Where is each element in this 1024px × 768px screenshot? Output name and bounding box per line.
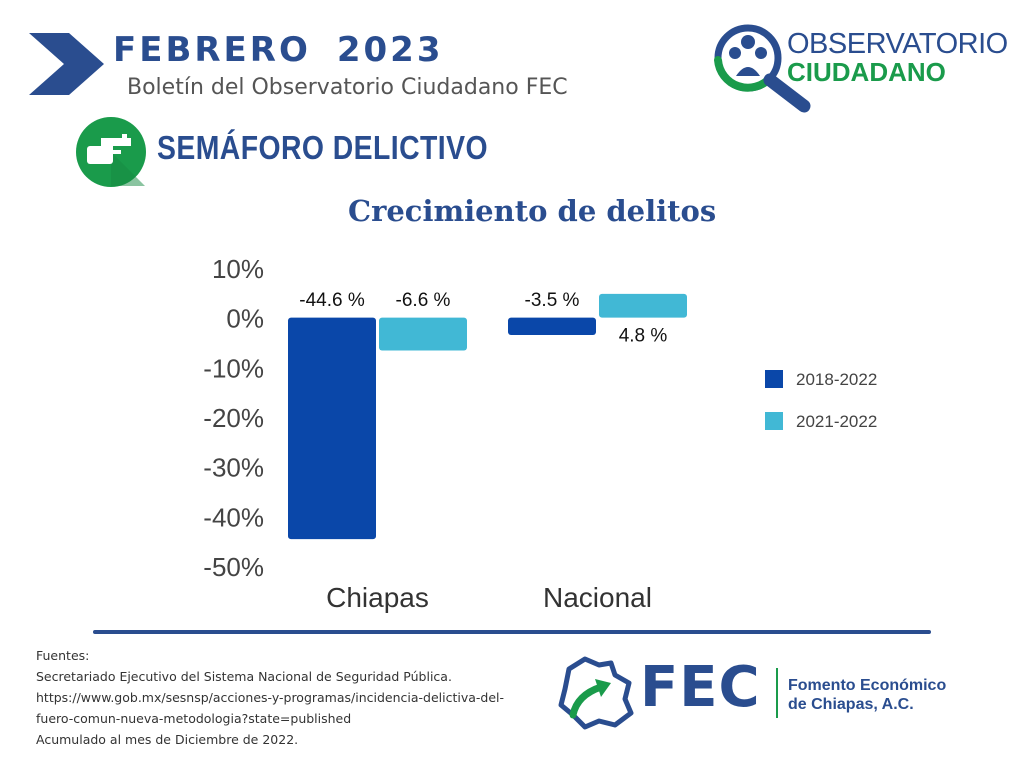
y-tick-label: -30% — [203, 453, 264, 483]
legend-swatch — [765, 412, 783, 430]
y-tick-label: 0% — [226, 304, 264, 334]
chiapas-map-icon — [558, 656, 634, 730]
bulletin-month: FEBRERO — [113, 30, 311, 70]
source-line: Acumulado al mes de Diciembre de 2022. — [36, 732, 299, 747]
data-label: -44.6 % — [299, 290, 365, 311]
sources-block: Fuentes: Secretariado Ejecutivo del Sist… — [36, 645, 556, 750]
section-title: SEMÁFORO DELICTIVO — [157, 129, 488, 166]
y-tick-label: -10% — [203, 353, 264, 383]
bar — [599, 293, 687, 318]
category-label: Nacional — [543, 582, 652, 613]
hand-gun-icon — [76, 117, 146, 187]
bulletin-subtitle: Boletín del Observatorio Ciudadano FEC — [127, 75, 568, 100]
bulletin-year: 2023 — [336, 30, 444, 70]
bulletin-title: FEBRERO 2023 — [113, 30, 444, 70]
legend-swatch — [765, 370, 783, 388]
y-tick-label: -20% — [203, 403, 264, 433]
bar — [379, 317, 467, 351]
sources-label: Fuentes: — [36, 648, 90, 663]
source-line: Secretariado Ejecutivo del Sistema Nacio… — [36, 669, 452, 684]
data-label: 4.8 % — [619, 326, 668, 347]
observatorio-logo-icon — [714, 24, 811, 113]
legend-label: 2021-2022 — [796, 412, 877, 431]
bar — [288, 317, 376, 540]
fec-name-line2: de Chiapas, A.C. — [788, 696, 914, 713]
source-line: fuero-comun-nueva-metodologia?state=publ… — [36, 711, 352, 726]
y-tick-label: -40% — [203, 502, 264, 532]
fec-full-name: Fomento Económico de Chiapas, A.C. — [788, 676, 946, 714]
observatorio-logo-line2: CIUDADANO — [787, 57, 946, 87]
fec-acronym: FEC — [640, 655, 761, 720]
source-line: https://www.gob.mx/sesnsp/acciones-y-pro… — [36, 690, 505, 705]
y-tick-label: 10% — [212, 254, 264, 284]
chart-title: Crecimiento de delitos — [348, 194, 717, 228]
data-label: -6.6 % — [396, 290, 451, 311]
divider-line — [93, 630, 931, 634]
chevron-arrow-icon — [29, 33, 104, 95]
bar — [508, 317, 596, 336]
observatorio-logo-line1: OBSERVATORIO — [787, 28, 1008, 60]
category-label: Chiapas — [326, 582, 429, 613]
fec-name-line1: Fomento Económico — [788, 677, 947, 694]
y-tick-label: -50% — [203, 552, 264, 582]
fec-separator — [776, 668, 778, 718]
legend-label: 2018-2022 — [796, 370, 877, 389]
data-label: -3.5 % — [525, 290, 580, 311]
bar-chart: 10% 0% -10% -20% -30% -40% -50% -44.6 % -6.6 % Ch… — [203, 254, 877, 613]
